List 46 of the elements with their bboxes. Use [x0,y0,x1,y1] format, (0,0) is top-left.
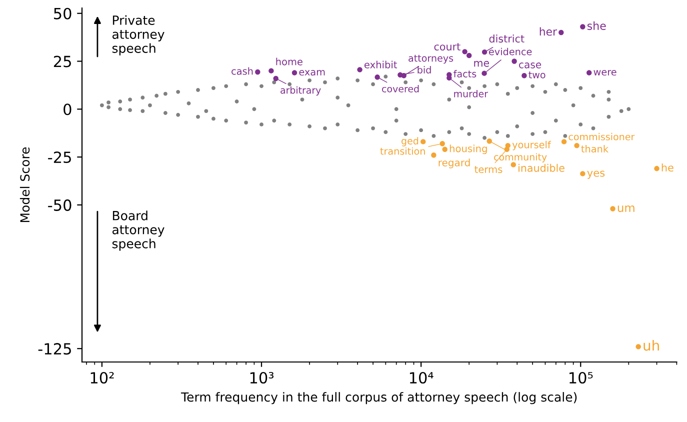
annotation: her [540,27,557,36]
annotation: evidence [488,48,532,56]
x-tick-label: 10⁵ [570,372,593,384]
x-tick-label: 10⁴ [410,372,434,384]
y-tick-label: 25 [54,56,71,68]
annotation: two [528,72,546,78]
y-tick-label: 0 [64,104,72,116]
annotation: court [434,43,460,51]
annotation: me [474,60,490,67]
annotation: murder [454,90,488,98]
annotation: commissioner [568,132,635,140]
annotation: were [594,70,616,76]
annotation: housing [450,144,487,154]
annotation: Private attorney speech [112,15,164,56]
annotation: home [276,58,302,66]
annotation: ged [402,137,418,146]
annotation: transition [380,147,425,155]
annotation: attorneys [408,54,454,64]
annotation: arbitrary [280,86,321,96]
annotation: covered [382,85,419,92]
annotation: she [587,21,606,30]
annotation: thank [581,145,608,153]
annotation: cash [232,67,253,75]
x-tick-label: 10³ [250,372,274,384]
annotation: bid [418,66,431,74]
annotation: regard [438,158,470,168]
annotation: he [662,163,674,172]
annotation: Board attorney speech [112,210,164,251]
y-tick-label: 50 [54,8,72,20]
annotation: case [519,62,542,68]
x-tick-label: 10² [90,372,114,384]
y-tick-label: -125 [38,343,71,355]
annotation: terms [474,166,502,174]
annotation: yes [587,170,605,179]
x-axis-title: Term frequency in the full corpus of attorney speech (log scale) [180,392,577,404]
annotation: exam [299,70,325,76]
annotation: exhibit [364,60,398,68]
annotation: um [618,206,634,212]
y-tick-label: -50 [48,199,72,211]
annotation: facts [454,70,476,78]
y-axis-title: Model Score [20,147,30,222]
annotation: uh [644,340,659,351]
annotation: inaudible [518,164,564,172]
annotation: district [489,34,524,43]
y-tick-label: -25 [48,152,71,164]
annotation: yourself [512,140,552,150]
